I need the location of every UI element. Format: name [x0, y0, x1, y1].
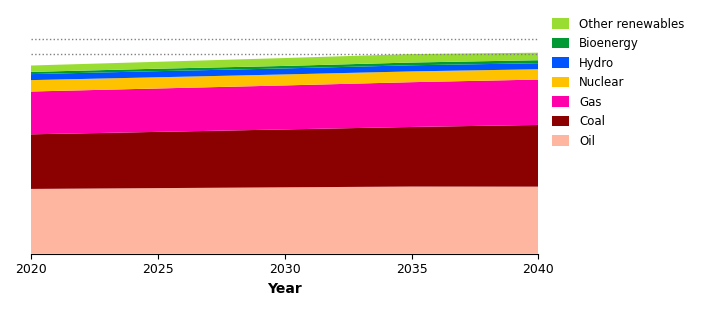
X-axis label: Year: Year [267, 282, 302, 296]
Legend: Other renewables, Bioenergy, Hydro, Nuclear, Gas, Coal, Oil: Other renewables, Bioenergy, Hydro, Nucl… [550, 15, 687, 150]
